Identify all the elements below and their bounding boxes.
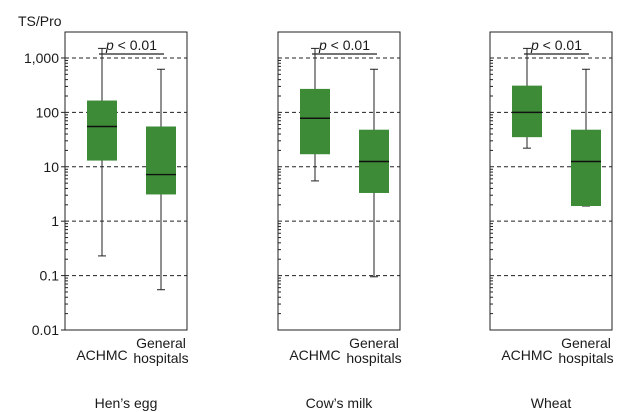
group-label-2-0: ACHMC <box>501 347 552 363</box>
y-tick-label-4: 100 <box>36 104 60 120</box>
group-label-1-0: ACHMC <box>289 347 340 363</box>
significance-label-1: p < 0.01 <box>318 37 370 53</box>
box-0-1 <box>146 126 176 195</box>
panel-title-0: Hen’s egg <box>95 395 158 411</box>
y-tick-label-1: 0.1 <box>40 268 60 284</box>
group-label-line: hospitals <box>558 350 613 366</box>
group-label-line: General <box>349 335 399 351</box>
y-tick-label-2: 1 <box>51 213 59 229</box>
panel-frame-0 <box>64 31 188 331</box>
group-label-0-0: ACHMC <box>76 347 127 363</box>
group-label-2-1: General hospitals <box>558 335 613 366</box>
panel-0: ACHMC General hospitals p < 0.01 Hen’s egg <box>64 31 189 411</box>
significance-p: p <box>105 37 114 53</box>
group-label-1-1: General hospitals <box>346 335 401 366</box>
significance-rest: < 0.01 <box>327 37 370 53</box>
panel-title-2: Wheat <box>531 395 572 411</box>
group-label-0-1: General hospitals <box>133 335 188 366</box>
box-2-0 <box>512 85 542 138</box>
y-tick-label-5: 1,000 <box>24 50 59 66</box>
panel-title-1: Cow’s milk <box>306 395 374 411</box>
group-label-line: General <box>561 335 611 351</box>
y-axis-label: TS/Pro <box>18 13 62 29</box>
significance-label-2: p < 0.01 <box>530 37 582 53</box>
significance-p: p <box>318 37 327 53</box>
panel-1: ACHMC General hospitals p < 0.01 Cow’s milk <box>277 31 402 411</box>
significance-rest: < 0.01 <box>539 37 582 53</box>
y-tick-label-3: 10 <box>43 159 59 175</box>
y-tick-label-0: 0.01 <box>32 322 59 338</box>
panel-frame-2 <box>489 31 613 331</box>
group-label-line: hospitals <box>133 350 188 366</box>
box-2-1 <box>571 129 601 207</box>
significance-label-0: p < 0.01 <box>105 37 157 53</box>
significance-rest: < 0.01 <box>114 37 157 53</box>
panel-frame-1 <box>277 31 401 331</box>
panel-2: ACHMC General hospitals p < 0.01 Wheat <box>489 31 614 411</box>
group-label-line: hospitals <box>346 350 401 366</box>
box-1-0 <box>300 88 330 155</box>
significance-p: p <box>530 37 539 53</box>
group-label-line: General <box>136 335 186 351</box>
group-label-line: ACHMC <box>76 347 127 363</box>
group-label-line: ACHMC <box>501 347 552 363</box>
box-0-0 <box>87 100 117 161</box>
group-label-line: ACHMC <box>289 347 340 363</box>
